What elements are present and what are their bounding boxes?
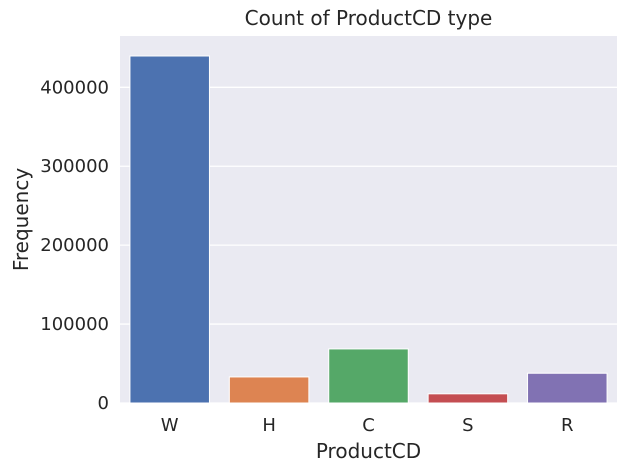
y-tick-label: 0	[98, 393, 109, 414]
bar-s	[427, 393, 509, 404]
y-tick-label: 200000	[40, 235, 109, 256]
y-tick-labels: 0 100000 200000 300000 400000	[40, 77, 109, 414]
chart-title: Count of ProductCD type	[245, 6, 493, 30]
x-tick-label: W	[161, 415, 179, 436]
y-tick-label: 400000	[40, 77, 109, 98]
x-tick-label: R	[561, 415, 574, 436]
x-axis-title: ProductCD	[316, 439, 421, 463]
bar-r	[527, 372, 608, 404]
y-tick-label: 100000	[40, 314, 109, 335]
x-tick-label: S	[462, 415, 473, 436]
bar-w	[129, 55, 210, 404]
bar-h	[228, 376, 310, 404]
y-axis-title: Frequency	[9, 168, 33, 271]
x-tick-label: C	[362, 415, 375, 436]
bars	[129, 55, 608, 404]
y-tick-label: 300000	[40, 156, 109, 177]
x-tick-label: H	[262, 415, 276, 436]
bar-c	[328, 348, 409, 404]
